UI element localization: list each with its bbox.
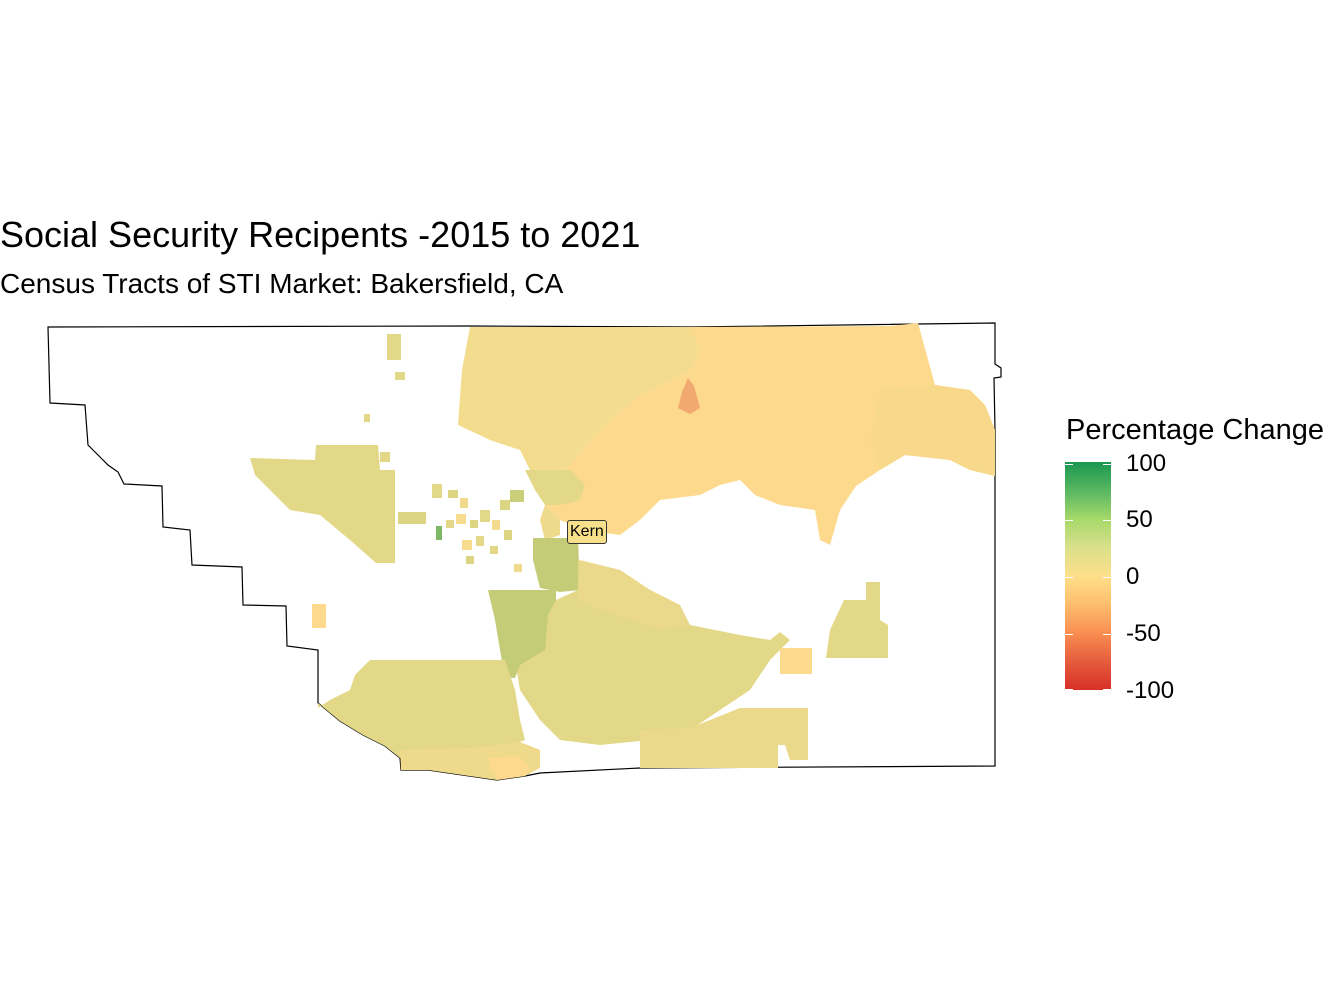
tract-small-a — [387, 334, 401, 360]
legend-label-100: 100 — [1126, 450, 1167, 477]
county-label: Kern — [567, 520, 607, 544]
tract-small-f — [312, 604, 326, 628]
tract-west — [250, 445, 395, 563]
legend-tick-mark — [1065, 689, 1073, 690]
legend-tick-mark — [1103, 689, 1111, 690]
tract-urban-cluster — [398, 470, 585, 572]
legend-colorbar — [1065, 462, 1111, 690]
legend-tick-mark — [1065, 520, 1073, 521]
legend-title: Percentage Change — [1066, 414, 1324, 446]
chart-title: Social Security Recipents -2015 to 2021 — [0, 214, 641, 255]
legend-tick-mark — [1103, 577, 1111, 578]
legend-label-50: 50 — [1126, 506, 1153, 533]
tract-far-east — [826, 582, 888, 658]
legend-tick-mark — [1065, 634, 1073, 635]
tract-central — [533, 538, 580, 592]
tract-southwest — [318, 660, 525, 758]
tract-north-central — [458, 327, 700, 470]
tract-small-e — [780, 648, 812, 674]
tract-small-d — [380, 452, 390, 462]
legend-tick-mark — [1103, 634, 1111, 635]
legend-label-neg100: -100 — [1126, 677, 1175, 704]
tract-corridor — [515, 560, 790, 745]
tract-green-strip — [488, 590, 556, 678]
legend-tick-mark — [1065, 464, 1073, 465]
tract-east — [870, 385, 995, 476]
tract-southeast — [640, 708, 808, 768]
tract-decline-spot — [678, 378, 700, 414]
tract-small-b — [395, 372, 405, 380]
tract-south-spot — [488, 756, 530, 780]
tract-small-c — [364, 414, 370, 422]
chart-subtitle: Census Tracts of STI Market: Bakersfield… — [0, 268, 564, 299]
legend-label-0: 0 — [1126, 563, 1140, 590]
legend-label-neg50: -50 — [1126, 620, 1161, 647]
tract-corridor-upper — [578, 560, 690, 630]
legend-tick-mark — [1065, 577, 1073, 578]
tract-northeast — [545, 323, 995, 545]
legend-tick-mark — [1103, 520, 1111, 521]
legend-tick-mark — [1103, 464, 1111, 465]
